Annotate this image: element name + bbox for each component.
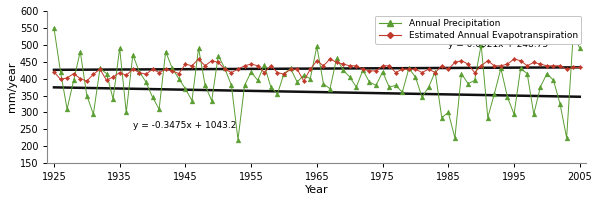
X-axis label: Year: Year bbox=[305, 185, 329, 195]
Text: y = 0.0921x + 248.73: y = 0.0921x + 248.73 bbox=[448, 40, 548, 49]
Legend: Annual Precipitation, Estimated Annual Evapotranspiration: Annual Precipitation, Estimated Annual E… bbox=[375, 16, 581, 44]
Text: y = -0.3475x + 1043.2: y = -0.3475x + 1043.2 bbox=[133, 121, 236, 130]
Y-axis label: mm/year: mm/year bbox=[7, 62, 17, 112]
